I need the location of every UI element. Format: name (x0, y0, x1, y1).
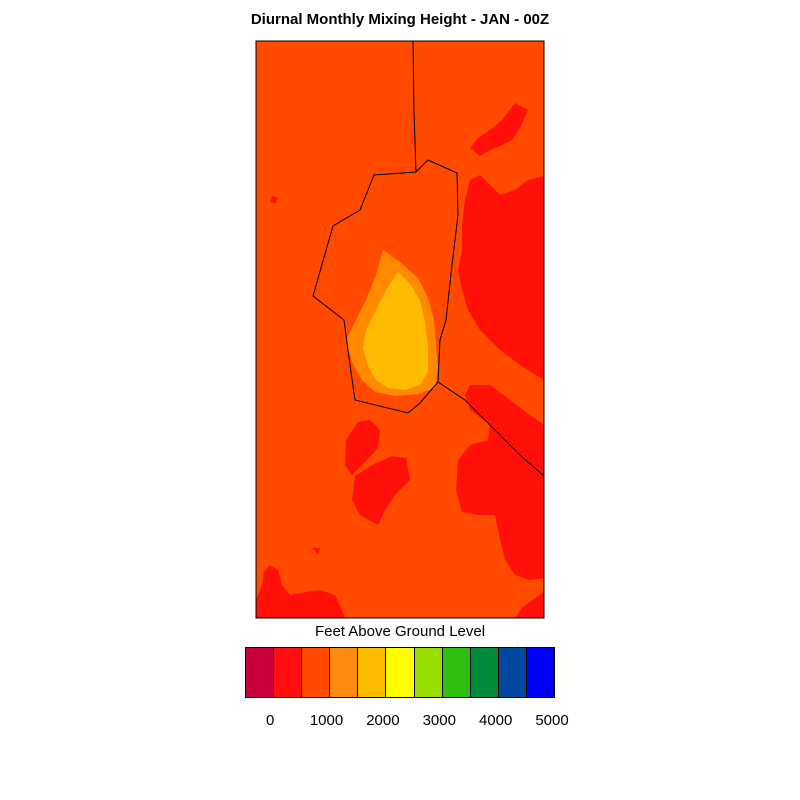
legend-swatch (358, 648, 387, 697)
legend-swatch (526, 648, 555, 697)
contour-region-red-south (352, 456, 410, 525)
color-legend-bar (245, 647, 555, 698)
legend-swatch (414, 648, 443, 697)
legend-swatch (330, 648, 359, 697)
contour-region-red-center-south (345, 420, 380, 475)
contour-region-amber-center (363, 272, 428, 390)
contour-region-red-small-south (312, 548, 320, 554)
contour-region-red-east (458, 175, 544, 380)
legend-tick-label: 5000 (535, 712, 569, 729)
boundary-line-north (412, 41, 417, 173)
contour-region-red-southwest (256, 565, 345, 618)
legend-tick-label: 4000 (478, 712, 513, 729)
legend-swatch (246, 648, 275, 697)
legend-swatch (302, 648, 331, 697)
legend-tick-label: 2000 (366, 712, 400, 729)
map-frame (255, 40, 545, 619)
boundary-line-southeast (437, 381, 544, 477)
map-title: Diurnal Monthly Mixing Height - JAN - 00… (250, 11, 550, 28)
legend-tick-label: 3000 (422, 712, 456, 729)
legend-swatch (386, 648, 415, 697)
legend-swatch (498, 648, 527, 697)
legend-tick-label: 0 (266, 712, 275, 729)
contour-region-red-northeast (470, 103, 528, 156)
boundary-lines (312, 41, 544, 477)
legend-swatch (274, 648, 303, 697)
contour-region-red-southeast-corner (515, 592, 544, 618)
legend-tick-label: 1000 (309, 712, 344, 729)
contour-region-red-southeast (456, 385, 544, 580)
legend-swatch (470, 648, 499, 697)
legend-swatch (442, 648, 471, 697)
legend-title: Feet Above Ground Level (314, 623, 486, 640)
contour-region-red-small-west (270, 196, 278, 203)
boundary-polygon-state (312, 159, 459, 414)
